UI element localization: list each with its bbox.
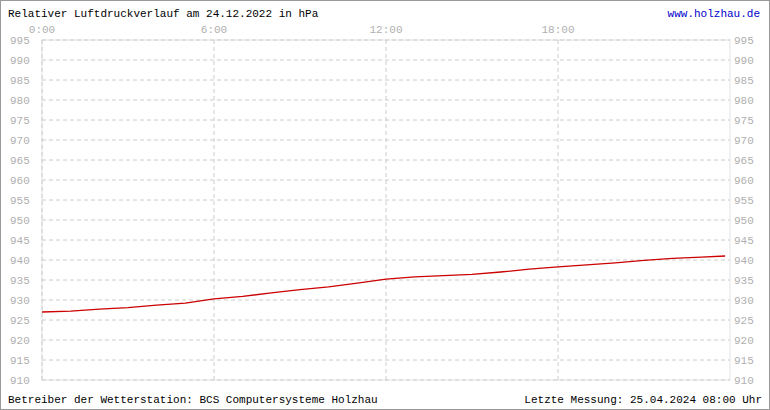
x-tick-label: 0:00 <box>29 24 55 36</box>
y-tick-label: 965 <box>10 155 30 167</box>
footer-left: Betreiber der Wetterstation: BCS Compute… <box>8 394 378 406</box>
y-tick-label: 970 <box>10 135 30 147</box>
data-line <box>42 256 725 312</box>
y-tick-label: 980 <box>734 95 754 107</box>
y-tick-label: 970 <box>734 135 754 147</box>
y-tick-label: 910 <box>734 375 754 387</box>
y-tick-label: 910 <box>10 375 30 387</box>
plot-area <box>42 256 725 312</box>
y-tick-label: 920 <box>734 335 754 347</box>
y-tick-label: 985 <box>734 75 754 87</box>
y-tick-label: 990 <box>10 55 30 67</box>
y-tick-label: 955 <box>10 195 30 207</box>
y-tick-label: 975 <box>10 115 30 127</box>
y-tick-label: 950 <box>734 215 754 227</box>
y-tick-label: 955 <box>734 195 754 207</box>
y-tick-label: 925 <box>10 315 30 327</box>
y-tick-label: 925 <box>734 315 754 327</box>
y-tick-label: 930 <box>734 295 754 307</box>
y-tick-label: 930 <box>10 295 30 307</box>
y-tick-label: 995 <box>10 35 30 47</box>
grid-line <box>42 200 730 201</box>
y-tick-label: 985 <box>10 75 30 87</box>
grid-line <box>42 340 730 341</box>
y-tick-label: 915 <box>10 355 30 367</box>
y-tick-label: 935 <box>10 275 30 287</box>
y-tick-label: 940 <box>10 255 30 267</box>
chart: 910 910 915 915 920 920 925 925 930 930 935 935 940 9… <box>0 0 770 410</box>
y-tick-label: 975 <box>734 115 754 127</box>
x-tick-label: 18:00 <box>541 24 574 36</box>
grid-line <box>558 40 559 380</box>
background <box>1 1 770 410</box>
y-tick-label: 920 <box>10 335 30 347</box>
y-tick-label: 960 <box>734 175 754 187</box>
y-tick-label: 965 <box>734 155 754 167</box>
y-tick-label: 945 <box>734 235 754 247</box>
grid-line <box>42 360 730 361</box>
grid-line <box>42 40 43 380</box>
y-tick-label: 995 <box>734 35 754 47</box>
plot-frame <box>42 40 730 380</box>
grid-line <box>42 60 730 61</box>
y-tick-label: 940 <box>734 255 754 267</box>
y-tick-label: 960 <box>10 175 30 187</box>
grid-line <box>42 80 730 81</box>
y-tick-label: 950 <box>10 215 30 227</box>
title: Relativer Luftdruckverlauf am 24.12.2022… <box>8 8 319 20</box>
x-tick-label: 6:00 <box>201 24 227 36</box>
source: www.holzhau.de <box>668 8 760 20</box>
x-tick-label: 12:00 <box>369 24 402 36</box>
y-tick-label: 945 <box>10 235 30 247</box>
y-tick-label: 935 <box>734 275 754 287</box>
y-tick-label: 915 <box>734 355 754 367</box>
y-tick-label: 990 <box>734 55 754 67</box>
footer-right: Letzte Messung: 25.04.2024 08:00 Uhr <box>524 394 762 406</box>
y-tick-label: 980 <box>10 95 30 107</box>
grid-line <box>214 40 215 380</box>
grid-line <box>386 40 387 380</box>
grid-line <box>42 220 730 221</box>
